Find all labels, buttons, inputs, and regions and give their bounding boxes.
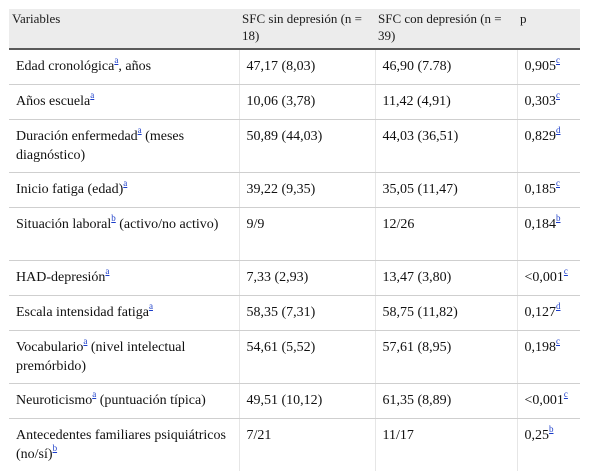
con-depresion-value: 11,42 (4,91) <box>375 85 517 120</box>
p-value: <0,001 <box>525 270 564 285</box>
footnote-link[interactable]: c <box>556 336 560 346</box>
sin-depresion-value: 49,51 (10,12) <box>239 384 375 419</box>
variable-label: Duración enfermedad <box>16 129 138 144</box>
variable-cell: Duración enfermedada (meses diagnóstico) <box>9 120 239 173</box>
sin-depresion-value: 47,17 (8,03) <box>239 49 375 85</box>
variable-label-suffix: , años <box>118 59 151 74</box>
p-value: 0,25 <box>525 428 550 443</box>
footnote-link[interactable]: b <box>556 213 561 223</box>
header-sfc-sin-depresion: SFC sin depresión (n = 18) <box>239 9 375 49</box>
con-depresion-value: 57,61 (8,95) <box>375 331 517 384</box>
p-value-cell: 0,184b <box>517 208 580 261</box>
variable-label: Escala intensidad fatiga <box>16 305 149 320</box>
p-value: 0,198 <box>525 340 557 355</box>
footnote-link[interactable]: a <box>138 125 142 135</box>
variable-cell: Edad cronológicaa, años <box>9 49 239 85</box>
p-value: 0,184 <box>525 217 557 232</box>
variable-label-suffix: (activo/no activo) <box>116 217 219 232</box>
variable-cell: Vocabularioa (nivel intelectual premórbi… <box>9 331 239 384</box>
p-value-cell: <0,001c <box>517 261 580 296</box>
p-value-cell: 0,185c <box>517 173 580 208</box>
sin-depresion-value: 7,33 (2,93) <box>239 261 375 296</box>
con-depresion-value: 35,05 (11,47) <box>375 173 517 208</box>
con-depresion-value: 46,90 (7.78) <box>375 49 517 85</box>
header-variables: Variables <box>9 9 239 49</box>
variable-cell: Situación laboralb (activo/no activo) <box>9 208 239 261</box>
con-depresion-value: 44,03 (36,51) <box>375 120 517 173</box>
table-row: Vocabularioa (nivel intelectual premórbi… <box>9 331 580 384</box>
p-value-cell: <0,001c <box>517 384 580 419</box>
con-depresion-value: 13,47 (3,80) <box>375 261 517 296</box>
footnote-link[interactable]: a <box>83 336 87 346</box>
p-value-cell: 0,303c <box>517 85 580 120</box>
p-value: 0,127 <box>525 305 557 320</box>
variable-label: HAD-depresión <box>16 270 105 285</box>
p-value: 0,185 <box>525 182 557 197</box>
sin-depresion-value: 9/9 <box>239 208 375 261</box>
comparison-table: Variables SFC sin depresión (n = 18) SFC… <box>9 9 580 471</box>
footnote-link[interactable]: c <box>564 266 568 276</box>
p-value: 0,905 <box>525 59 557 74</box>
table-row: Duración enfermedada (meses diagnóstico)… <box>9 120 580 173</box>
p-value: <0,001 <box>525 393 564 408</box>
footnote-link[interactable]: c <box>556 178 560 188</box>
variable-label: Situación laboral <box>16 217 111 232</box>
table-row: Neuroticismoa (puntuación típica)49,51 (… <box>9 384 580 419</box>
variable-label: Inicio fatiga (edad) <box>16 182 123 197</box>
con-depresion-value: 58,75 (11,82) <box>375 296 517 331</box>
sin-depresion-value: 10,06 (3,78) <box>239 85 375 120</box>
footnote-link[interactable]: a <box>123 178 127 188</box>
footnote-link[interactable]: d <box>556 125 561 135</box>
variable-cell: HAD-depresióna <box>9 261 239 296</box>
variable-label: Vocabulario <box>16 340 83 355</box>
con-depresion-value: 12/26 <box>375 208 517 261</box>
p-value: 0,829 <box>525 129 557 144</box>
table-header-row: Variables SFC sin depresión (n = 18) SFC… <box>9 9 580 49</box>
footnote-link[interactable]: c <box>556 90 560 100</box>
variable-label: Años escuela <box>16 94 90 109</box>
p-value-cell: 0,829d <box>517 120 580 173</box>
variable-label: Neuroticismo <box>16 393 92 408</box>
p-value-cell: 0,127d <box>517 296 580 331</box>
sin-depresion-value: 50,89 (44,03) <box>239 120 375 173</box>
footnote-link[interactable]: c <box>564 389 568 399</box>
variable-cell: Años escuelaa <box>9 85 239 120</box>
table-row: Situación laboralb (activo/no activo)9/9… <box>9 208 580 261</box>
sin-depresion-value: 39,22 (9,35) <box>239 173 375 208</box>
footnote-link[interactable]: a <box>149 301 153 311</box>
footnote-link[interactable]: b <box>111 213 116 223</box>
sin-depresion-value: 58,35 (7,31) <box>239 296 375 331</box>
footnote-link[interactable]: d <box>556 301 561 311</box>
p-value-cell: 0,198c <box>517 331 580 384</box>
footnote-link[interactable]: a <box>105 266 109 276</box>
header-sfc-con-depresion: SFC con depresión (n = 39) <box>375 9 517 49</box>
footnote-link[interactable]: a <box>90 90 94 100</box>
p-value: 0,303 <box>525 94 557 109</box>
variable-cell: Neuroticismoa (puntuación típica) <box>9 384 239 419</box>
footnote-link[interactable]: a <box>114 55 118 65</box>
variable-cell: Escala intensidad fatigaa <box>9 296 239 331</box>
variable-label-suffix: (puntuación típica) <box>96 393 206 408</box>
footnote-link[interactable]: a <box>92 389 96 399</box>
footnote-link[interactable]: c <box>556 55 560 65</box>
footnote-link[interactable]: b <box>549 424 554 434</box>
comparison-table-container: Variables SFC sin depresión (n = 18) SFC… <box>9 9 580 471</box>
variable-label: Edad cronológica <box>16 59 114 74</box>
variable-cell: Inicio fatiga (edad)a <box>9 173 239 208</box>
header-p-value: p <box>517 9 580 49</box>
sin-depresion-value: 54,61 (5,52) <box>239 331 375 384</box>
con-depresion-value: 61,35 (8,89) <box>375 384 517 419</box>
p-value-cell: 0,905c <box>517 49 580 85</box>
variable-label: Antecedentes familiares psiquiátricos (n… <box>16 428 226 462</box>
